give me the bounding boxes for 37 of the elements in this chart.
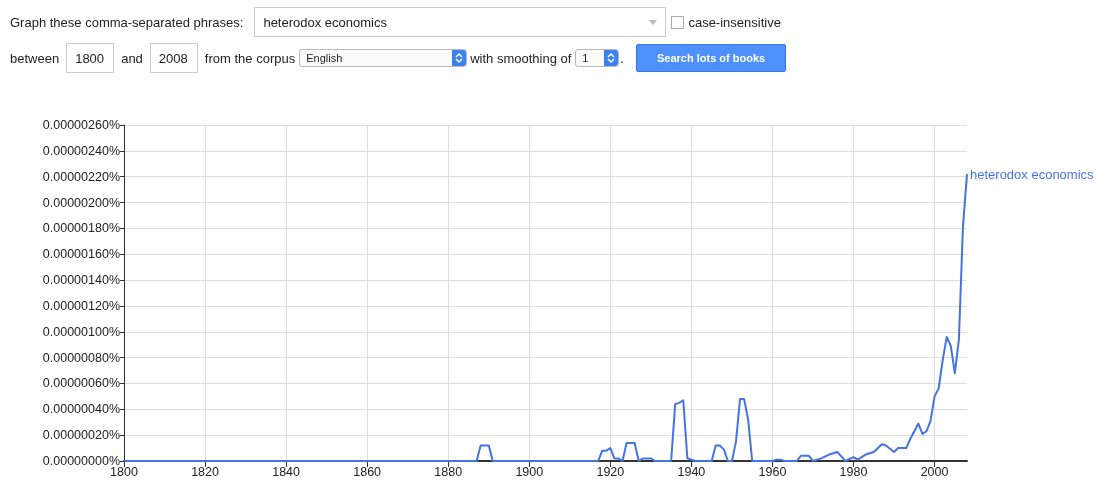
x-tick-label: 1920 [596, 464, 625, 479]
y-tick-label: 0.00000240% [42, 143, 120, 158]
y-tick-label: 0.00000200% [42, 195, 120, 210]
y-tick-label: 0.00000040% [42, 402, 120, 417]
x-tick-label: 1900 [515, 464, 544, 479]
text-field: heterodox economics [254, 7, 667, 37]
x-tick-label: 1940 [677, 464, 706, 479]
y-tick-label: 0.00000180% [42, 221, 120, 236]
y-tick-label: 0.00000020% [42, 428, 120, 443]
text: Graph these comma-separated phrases: [10, 14, 244, 30]
x-tick-label: 1980 [839, 464, 868, 479]
x-tick-label: 1880 [434, 464, 463, 479]
y-tick-label: 0.00000100% [42, 324, 120, 339]
text: with smoothing of [470, 50, 572, 66]
x-tick-label: 1820 [191, 464, 220, 479]
x-tick-label: 1840 [272, 464, 301, 479]
text-field: 1800 [66, 43, 115, 73]
text: and [121, 50, 143, 66]
y-tick-label: 0.00000160% [42, 247, 120, 262]
text: between [10, 50, 60, 66]
y-tick-label: 0.00000220% [42, 169, 120, 184]
text-field: 2008 [149, 43, 198, 73]
text: . [620, 50, 624, 66]
x-tick-label: 1960 [758, 464, 787, 479]
select-field: English [299, 49, 468, 67]
y-tick-label: 0.00000140% [42, 273, 120, 288]
x-tick-label: 2000 [920, 464, 949, 479]
text: from the corpus [204, 50, 296, 66]
y-tick-label: 0.00000120% [42, 298, 120, 313]
series-label: heterodox economics [970, 166, 1095, 182]
x-tick-label: 1860 [353, 464, 382, 479]
select-field: 1 [575, 49, 620, 67]
y-tick-label: 0.00000080% [42, 350, 120, 365]
y-tick-label: 0.00000260% [42, 118, 120, 132]
y-tick-label: 0.00000060% [42, 376, 120, 391]
text: case-insensitive [688, 14, 781, 30]
button: Search lots of books [636, 44, 787, 72]
